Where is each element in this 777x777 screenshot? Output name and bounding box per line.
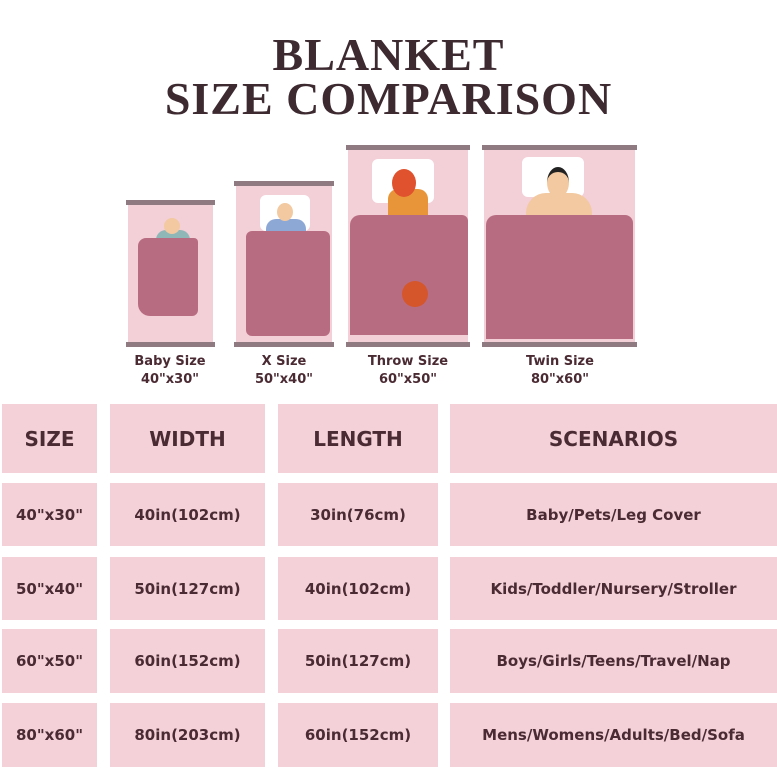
bed-throw-illustration [346,145,470,347]
bed-size: 60"x50" [378,372,438,387]
cell-scenarios: Kids/Toddler/Nursery/Stroller [450,557,777,620]
cell-width: 40in(102cm) [110,483,265,546]
bed-x-illustration [234,181,334,347]
bed-twin-illustration [482,145,637,347]
title-line-2: SIZE COMPARISON [164,73,613,124]
title-line-1: BLANKET [272,29,505,80]
bed-size: 50"x40" [254,372,314,387]
cell-length: 60in(152cm) [278,703,438,767]
cell-length: 50in(127cm) [278,629,438,693]
bed-name: X Size [261,354,307,369]
header-width: WIDTH [110,404,265,473]
cell-size: 60"x50" [2,629,97,693]
bed-size: 40"x30" [140,372,200,387]
cell-width: 80in(203cm) [110,703,265,767]
bed-twin-caption: Twin Size 80"x60" [510,353,610,389]
cell-width: 60in(152cm) [110,629,265,693]
cell-scenarios: Mens/Womens/Adults/Bed/Sofa [450,703,777,767]
header-scenarios: SCENARIOS [450,404,777,473]
bed-baby-caption: Baby Size 40"x30" [120,353,220,389]
cell-scenarios: Boys/Girls/Teens/Travel/Nap [450,629,777,693]
cell-scenarios: Baby/Pets/Leg Cover [450,483,777,546]
header-length: LENGTH [278,404,438,473]
bed-throw-caption: Throw Size 60"x50" [358,353,458,389]
cell-size: 80"x60" [2,703,97,767]
bed-baby-illustration [126,200,215,347]
cell-size: 40"x30" [2,483,97,546]
bed-x-caption: X Size 50"x40" [234,353,334,389]
header-size: SIZE [2,404,97,473]
cell-length: 30in(76cm) [278,483,438,546]
cell-length: 40in(102cm) [278,557,438,620]
bed-name: Baby Size [134,354,206,369]
bed-size: 80"x60" [530,372,590,387]
bed-name: Twin Size [526,354,594,369]
cell-width: 50in(127cm) [110,557,265,620]
cell-size: 50"x40" [2,557,97,620]
bed-name: Throw Size [367,354,449,369]
